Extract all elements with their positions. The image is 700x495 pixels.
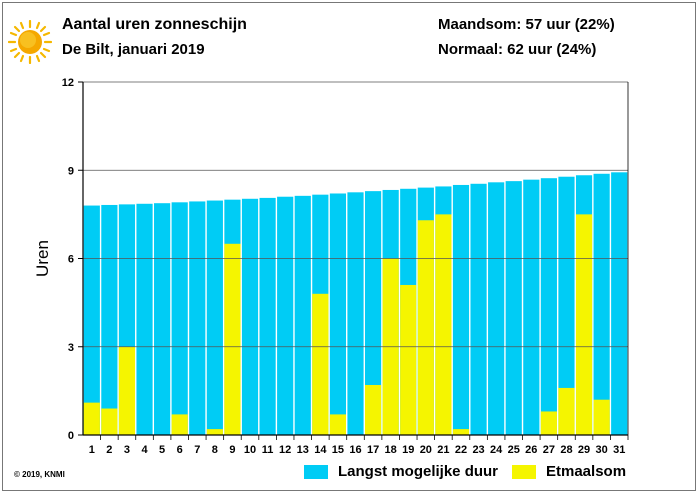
bar-actual-6 — [171, 414, 188, 435]
x-tick-label-13: 13 — [297, 444, 309, 456]
y-tick-label-12: 12 — [62, 77, 74, 89]
x-tick-label-23: 23 — [472, 444, 484, 456]
bar-possible-8 — [206, 200, 223, 435]
x-tick-label-8: 8 — [212, 444, 218, 456]
bar-possible-10 — [241, 198, 259, 435]
bar-possible-15 — [329, 193, 347, 435]
legend-item-possible: Langst mogelijke duur — [304, 463, 498, 480]
y-tick-label-3: 3 — [68, 342, 74, 354]
x-tick-label-19: 19 — [402, 444, 414, 456]
sun-icon — [8, 20, 52, 64]
y-axis-label: Uren — [33, 240, 52, 277]
bar-actual-17 — [364, 384, 382, 435]
legend-item-actual: Etmaalsom — [512, 463, 626, 480]
bar-possible-6 — [171, 202, 188, 435]
bar-actual-14 — [312, 293, 329, 435]
legend-label-possible: Langst mogelijke duur — [338, 463, 499, 480]
bar-actual-21 — [435, 214, 452, 435]
bar-possible-30 — [593, 173, 610, 435]
bar-possible-27 — [540, 178, 557, 435]
bar-possible-11 — [259, 197, 276, 435]
month-total-stat: Maandsom: 57 uur (22%) — [438, 16, 615, 33]
bar-actual-15 — [329, 414, 347, 435]
x-tick-label-3: 3 — [124, 444, 130, 456]
bar-possible-28 — [558, 176, 575, 435]
bar-actual-2 — [101, 408, 118, 435]
x-tick-label-20: 20 — [420, 444, 432, 456]
chart-title: Aantal uren zonneschijn — [62, 16, 247, 33]
bar-actual-29 — [575, 214, 593, 435]
bar-possible-26 — [523, 179, 540, 435]
x-tick-label-29: 29 — [578, 444, 590, 456]
legend-label-actual: Etmaalsom — [546, 463, 627, 480]
x-tick-label-14: 14 — [314, 444, 327, 456]
legend-swatch-actual — [512, 464, 536, 479]
x-tick-label-1: 1 — [89, 444, 95, 456]
x-tick-label-11: 11 — [262, 444, 274, 456]
y-tick-label-0: 0 — [68, 430, 74, 442]
x-tick-label-26: 26 — [525, 444, 537, 456]
x-tick-label-10: 10 — [244, 444, 256, 456]
bar-possible-1 — [83, 205, 100, 435]
bar-actual-9 — [224, 243, 241, 435]
bar-possible-23 — [470, 183, 487, 435]
bar-possible-5 — [154, 203, 171, 435]
chart-subtitle: De Bilt, januari 2019 — [62, 41, 205, 58]
bar-actual-30 — [593, 399, 610, 435]
chart-frame — [2, 2, 696, 491]
bar-actual-19 — [400, 284, 417, 435]
copyright-text: © 2019, KNMI — [14, 470, 65, 479]
x-tick-label-7: 7 — [194, 444, 200, 456]
bar-actual-3 — [118, 346, 136, 435]
x-tick-label-22: 22 — [455, 444, 467, 456]
x-tick-label-31: 31 — [613, 444, 625, 456]
x-tick-label-15: 15 — [332, 444, 344, 456]
x-tick-label-21: 21 — [437, 444, 449, 456]
x-tick-label-27: 27 — [543, 444, 555, 456]
bar-possible-2 — [101, 204, 118, 435]
bar-possible-16 — [347, 192, 364, 435]
x-tick-label-25: 25 — [508, 444, 520, 456]
y-tick-label-9: 9 — [68, 165, 74, 177]
x-tick-label-24: 24 — [490, 444, 503, 456]
bar-possible-22 — [452, 184, 470, 435]
bar-possible-7 — [189, 201, 206, 435]
y-tick-label-6: 6 — [68, 254, 74, 266]
x-tick-label-6: 6 — [177, 444, 183, 456]
x-tick-label-12: 12 — [279, 444, 291, 456]
x-tick-label-17: 17 — [367, 444, 379, 456]
bar-possible-31 — [611, 172, 628, 435]
bar-actual-8 — [206, 429, 223, 435]
bar-possible-4 — [136, 203, 153, 435]
x-tick-label-5: 5 — [159, 444, 165, 456]
x-tick-label-28: 28 — [560, 444, 572, 456]
x-tick-label-30: 30 — [596, 444, 608, 456]
bar-possible-12 — [277, 196, 294, 435]
x-tick-label-4: 4 — [141, 444, 148, 456]
bar-actual-28 — [558, 387, 575, 435]
bar-actual-1 — [83, 402, 100, 435]
bar-possible-17 — [364, 191, 382, 435]
bar-possible-25 — [505, 181, 522, 435]
bar-actual-27 — [540, 411, 557, 435]
x-tick-label-9: 9 — [229, 444, 235, 456]
x-tick-label-18: 18 — [385, 444, 397, 456]
bar-possible-24 — [488, 182, 505, 435]
x-tick-label-16: 16 — [349, 444, 361, 456]
bar-actual-22 — [452, 429, 470, 435]
bar-actual-20 — [417, 220, 434, 435]
x-tick-label-2: 2 — [106, 444, 112, 456]
normal-stat: Normaal: 62 uur (24%) — [438, 41, 597, 58]
bar-possible-13 — [294, 195, 311, 435]
legend-swatch-possible — [304, 464, 328, 479]
